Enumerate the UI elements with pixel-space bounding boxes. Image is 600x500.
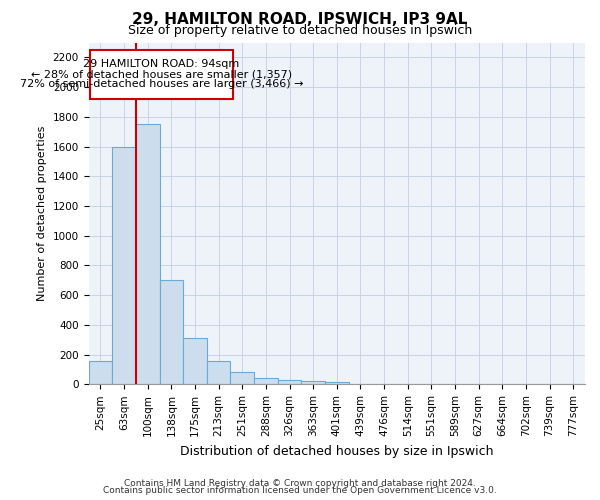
Text: Size of property relative to detached houses in Ipswich: Size of property relative to detached ho… bbox=[128, 24, 472, 37]
Bar bbox=[160, 280, 183, 384]
Y-axis label: Number of detached properties: Number of detached properties bbox=[37, 126, 47, 301]
Text: 72% of semi-detached houses are larger (3,466) →: 72% of semi-detached houses are larger (… bbox=[20, 79, 303, 89]
Text: Contains HM Land Registry data © Crown copyright and database right 2024.: Contains HM Land Registry data © Crown c… bbox=[124, 478, 476, 488]
Bar bbox=[183, 338, 207, 384]
Bar bbox=[230, 372, 254, 384]
X-axis label: Distribution of detached houses by size in Ipswich: Distribution of detached houses by size … bbox=[180, 444, 494, 458]
Text: Contains public sector information licensed under the Open Government Licence v3: Contains public sector information licen… bbox=[103, 486, 497, 495]
Bar bbox=[254, 378, 278, 384]
Bar bbox=[301, 382, 325, 384]
FancyBboxPatch shape bbox=[90, 50, 233, 99]
Bar bbox=[136, 124, 160, 384]
Bar bbox=[207, 360, 230, 384]
Bar bbox=[89, 360, 112, 384]
Bar bbox=[325, 382, 349, 384]
Text: 29, HAMILTON ROAD, IPSWICH, IP3 9AL: 29, HAMILTON ROAD, IPSWICH, IP3 9AL bbox=[133, 12, 467, 28]
Text: ← 28% of detached houses are smaller (1,357): ← 28% of detached houses are smaller (1,… bbox=[31, 70, 292, 80]
Bar bbox=[112, 146, 136, 384]
Text: 29 HAMILTON ROAD: 94sqm: 29 HAMILTON ROAD: 94sqm bbox=[83, 59, 239, 69]
Bar bbox=[278, 380, 301, 384]
